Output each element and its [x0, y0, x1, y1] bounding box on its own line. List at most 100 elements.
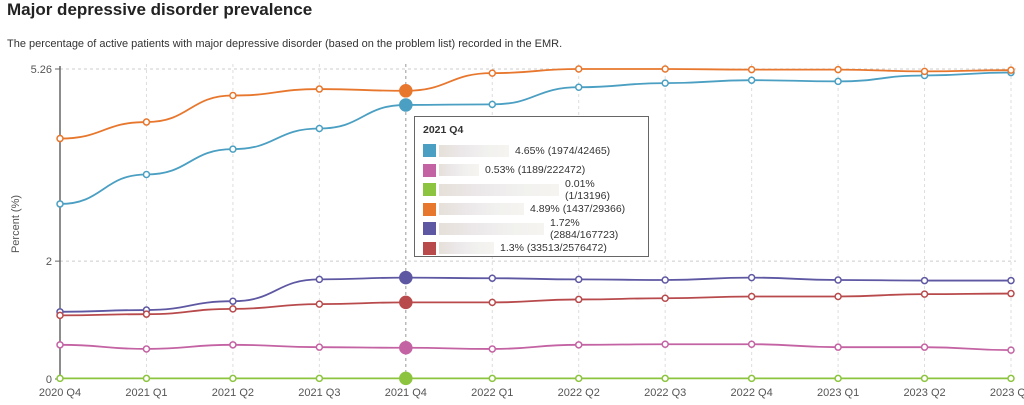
- data-point: [315, 374, 324, 383]
- data-point: [661, 294, 669, 303]
- data-point: [56, 134, 64, 143]
- redacted-series-name: [439, 242, 494, 255]
- data-point: [834, 374, 842, 383]
- data-point: [399, 371, 413, 386]
- series-swatch: [423, 144, 436, 158]
- y-tick-label: 5.26: [31, 64, 52, 76]
- data-point: [315, 300, 324, 308]
- series-line: [59, 343, 1012, 352]
- data-point: [920, 343, 929, 351]
- data-point: [229, 91, 237, 100]
- chart-tooltip: 2021 Q4 4.65% (1974/42465) 0.53% (1189/22…: [414, 116, 649, 257]
- data-point: [56, 341, 64, 349]
- data-point: [142, 118, 151, 126]
- series-swatch: [423, 163, 436, 177]
- y-tick-label: 0: [46, 374, 52, 386]
- data-point: [488, 69, 497, 77]
- data-point: [1007, 346, 1015, 354]
- series-swatch: [423, 183, 436, 197]
- data-point: [142, 374, 151, 383]
- tooltip-value: 0.53% (1189/222472): [485, 164, 586, 177]
- tooltip-row: 0.01% (1/13196): [423, 177, 640, 202]
- data-point: [315, 343, 324, 351]
- series-swatch: [423, 202, 436, 216]
- x-tick-label: 2021 Q3: [298, 387, 340, 399]
- x-tick-label: 2023 Q2: [903, 387, 945, 399]
- x-tick-label: 2023 Q1: [817, 387, 859, 399]
- data-point: [920, 67, 929, 76]
- series-line: [59, 68, 1012, 140]
- data-point: [56, 311, 64, 320]
- data-point: [488, 100, 497, 109]
- data-point: [315, 124, 324, 133]
- data-point: [399, 295, 413, 310]
- tooltip-row: 0.53% (1189/222472): [423, 161, 640, 181]
- redacted-series-name: [439, 222, 544, 235]
- tooltip-value: 0.01% (1/13196): [565, 177, 610, 202]
- x-tick-label: 2022 Q2: [558, 387, 600, 399]
- data-point: [661, 65, 669, 73]
- y-tick-label: 2: [46, 256, 52, 268]
- y-axis-label: Percent (%): [10, 195, 22, 253]
- data-point: [574, 374, 583, 383]
- data-point: [747, 292, 756, 301]
- data-point: [229, 297, 237, 305]
- data-point: [56, 200, 64, 208]
- data-point: [661, 374, 669, 383]
- data-point: [661, 276, 669, 284]
- redacted-series-name: [439, 144, 509, 157]
- data-point: [661, 340, 669, 348]
- data-point: [574, 341, 583, 349]
- data-point: [315, 85, 324, 93]
- page-title: Major depressive disorder prevalence: [7, 0, 313, 19]
- data-point: [747, 76, 756, 84]
- series-swatch: [423, 222, 436, 236]
- data-point: [1007, 276, 1015, 285]
- data-point: [56, 374, 64, 383]
- series-swatch: [423, 241, 436, 255]
- series-line: [59, 292, 1012, 317]
- data-point: [488, 274, 497, 282]
- data-point: [1007, 66, 1015, 74]
- data-point: [574, 295, 583, 304]
- data-point: [747, 340, 756, 348]
- data-point: [229, 341, 237, 349]
- data-point: [834, 276, 842, 284]
- redacted-series-name: [439, 203, 524, 216]
- data-point: [229, 145, 237, 153]
- data-point: [229, 374, 237, 383]
- data-point: [399, 84, 413, 98]
- data-point: [834, 77, 842, 86]
- data-point: [1007, 289, 1015, 298]
- x-tick-label: 2020 Q4: [39, 387, 81, 399]
- data-point: [399, 341, 413, 355]
- data-point: [574, 65, 583, 73]
- data-point: [574, 275, 583, 284]
- redacted-series-name: [439, 183, 559, 196]
- tooltip-row: 1.3% (33513/2576472): [423, 239, 640, 259]
- x-tick-label: 2023 Q3: [990, 387, 1024, 399]
- data-point: [399, 98, 413, 112]
- data-point: [488, 345, 497, 353]
- x-tick-label: 2021 Q4: [385, 387, 427, 399]
- data-point: [920, 374, 929, 383]
- data-point: [834, 343, 842, 351]
- data-point: [920, 276, 929, 285]
- tooltip-row: 1.72% (2884/167723): [423, 217, 640, 241]
- data-point: [574, 83, 583, 92]
- data-point: [747, 273, 756, 282]
- tooltip-row: 4.65% (1974/42465): [423, 141, 640, 161]
- redacted-series-name: [439, 164, 479, 177]
- data-point: [834, 65, 842, 74]
- data-point: [315, 275, 324, 284]
- data-point: [142, 170, 151, 179]
- data-point: [142, 345, 151, 353]
- data-point: [229, 305, 237, 313]
- x-tick-label: 2022 Q1: [471, 387, 513, 399]
- data-point: [747, 374, 756, 383]
- data-point: [488, 298, 497, 307]
- data-point: [661, 79, 669, 87]
- data-point: [1007, 374, 1015, 383]
- data-point: [834, 292, 842, 301]
